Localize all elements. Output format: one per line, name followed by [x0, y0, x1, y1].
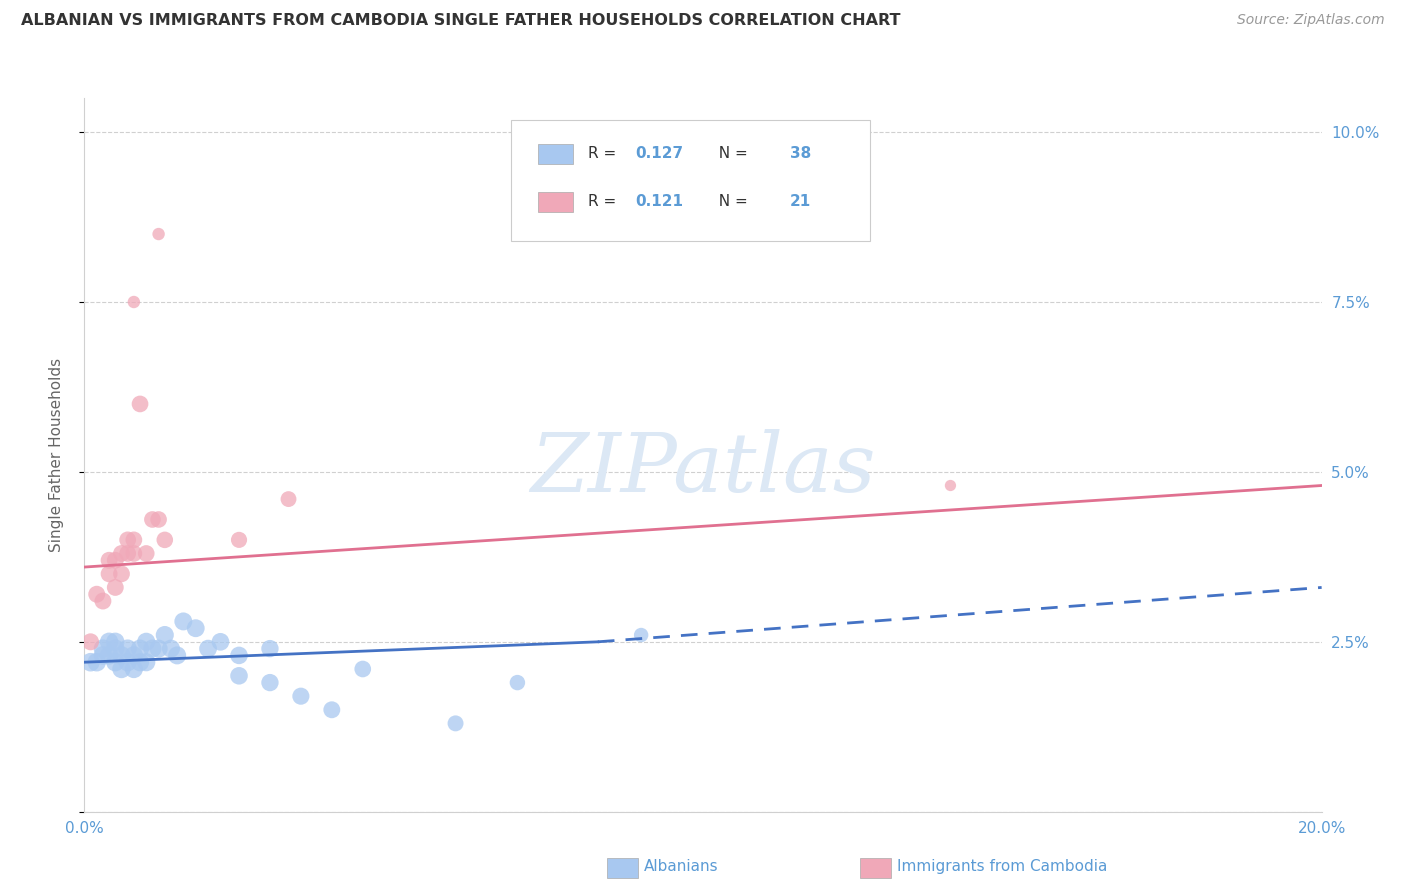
Point: [122, 546, 145, 560]
Point: [79, 655, 101, 669]
Point: [129, 641, 152, 656]
Text: R =: R =: [588, 194, 621, 209]
Text: 0.127: 0.127: [636, 146, 683, 161]
Point: [506, 675, 529, 690]
Text: 38: 38: [790, 146, 811, 161]
Point: [91, 648, 114, 663]
Point: [630, 628, 652, 642]
Point: [86, 587, 108, 601]
Point: [91, 594, 114, 608]
Bar: [607, 858, 638, 878]
Point: [259, 641, 281, 656]
Point: [98, 566, 121, 581]
Point: [444, 716, 467, 731]
Point: [110, 566, 132, 581]
FancyBboxPatch shape: [512, 120, 870, 241]
Point: [153, 533, 176, 547]
Bar: [538, 192, 574, 211]
Point: [122, 533, 145, 547]
Point: [117, 546, 139, 560]
Point: [141, 641, 163, 656]
Text: Albanians: Albanians: [644, 859, 718, 873]
Point: [117, 655, 139, 669]
Point: [104, 553, 127, 567]
Point: [135, 635, 157, 649]
Point: [321, 703, 343, 717]
Point: [129, 397, 152, 411]
Y-axis label: Single Father Households: Single Father Households: [49, 358, 63, 552]
Bar: [538, 144, 574, 164]
Point: [160, 641, 183, 656]
Point: [91, 641, 114, 656]
Point: [104, 581, 127, 595]
Point: [141, 512, 163, 526]
Point: [166, 648, 188, 663]
Text: Immigrants from Cambodia: Immigrants from Cambodia: [897, 859, 1108, 873]
Point: [197, 641, 219, 656]
Point: [153, 628, 176, 642]
Text: ZIPatlas: ZIPatlas: [530, 429, 876, 509]
Point: [122, 662, 145, 676]
Point: [122, 295, 145, 310]
Point: [104, 635, 127, 649]
Point: [172, 615, 194, 629]
Point: [277, 492, 299, 507]
Point: [259, 675, 281, 690]
Point: [148, 227, 170, 241]
Text: 21: 21: [790, 194, 811, 209]
Bar: [860, 858, 891, 878]
Point: [228, 648, 250, 663]
Point: [110, 662, 132, 676]
Point: [352, 662, 374, 676]
Point: [79, 635, 101, 649]
Point: [86, 655, 108, 669]
Point: [117, 533, 139, 547]
Point: [209, 635, 232, 649]
Text: 0.121: 0.121: [636, 194, 683, 209]
Text: N =: N =: [709, 194, 752, 209]
Point: [148, 641, 170, 656]
Point: [148, 512, 170, 526]
Text: ALBANIAN VS IMMIGRANTS FROM CAMBODIA SINGLE FATHER HOUSEHOLDS CORRELATION CHART: ALBANIAN VS IMMIGRANTS FROM CAMBODIA SIN…: [21, 13, 901, 29]
Point: [104, 655, 127, 669]
Text: R =: R =: [588, 146, 621, 161]
Point: [939, 478, 962, 492]
Text: Source: ZipAtlas.com: Source: ZipAtlas.com: [1237, 13, 1385, 28]
Point: [184, 621, 207, 635]
Point: [228, 533, 250, 547]
Text: N =: N =: [709, 146, 752, 161]
Point: [98, 553, 121, 567]
Point: [228, 669, 250, 683]
Point: [110, 648, 132, 663]
Point: [290, 689, 312, 703]
Point: [117, 641, 139, 656]
Point: [135, 546, 157, 560]
Point: [129, 655, 152, 669]
Point: [110, 546, 132, 560]
Point: [135, 655, 157, 669]
Point: [122, 648, 145, 663]
Point: [104, 641, 127, 656]
Point: [98, 648, 121, 663]
Point: [98, 635, 121, 649]
